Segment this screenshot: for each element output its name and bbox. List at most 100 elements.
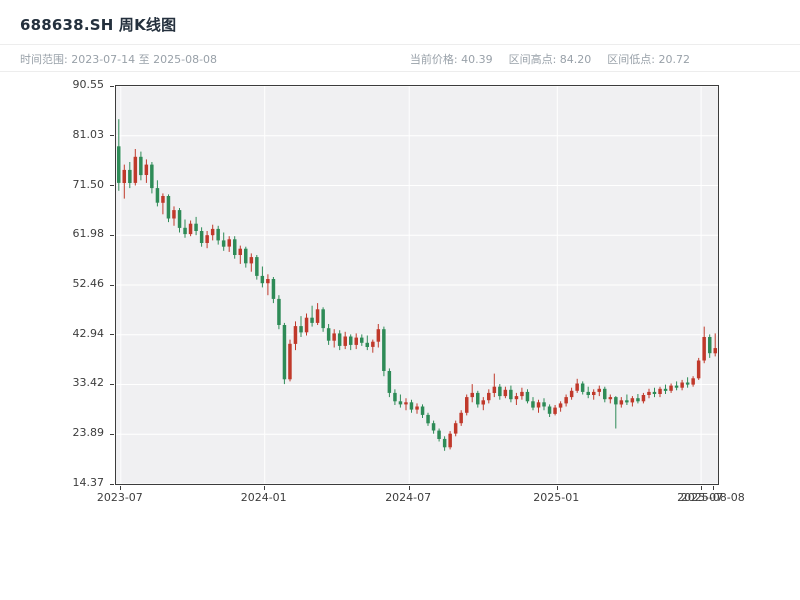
kline-canvas <box>116 86 718 484</box>
x-tick-label: 2024-07 <box>385 491 432 504</box>
y-axis: 90.55 81.03 71.50 61.98 52.46 42.94 33.42 23.89… <box>0 79 105 489</box>
y-tick-label: 52.46 <box>72 277 105 290</box>
candle-body <box>652 391 657 394</box>
candle-body <box>470 392 474 398</box>
candle-body <box>166 196 171 219</box>
candle-body <box>304 317 309 333</box>
candle-body <box>249 257 254 264</box>
y-tick-label: 71.50 <box>72 177 105 191</box>
candle-body <box>183 227 187 235</box>
candle-body <box>404 402 408 405</box>
y-tick-label: 33.42 <box>72 376 105 390</box>
candle-body <box>271 279 276 299</box>
candle-body <box>117 146 121 183</box>
candle-body <box>382 329 386 371</box>
candle-body <box>371 341 375 347</box>
candle-body <box>360 337 364 343</box>
y-tick-label: 81.03 <box>72 127 105 141</box>
x-tick-label: 2024-01 <box>240 491 287 504</box>
candle-body <box>459 412 463 424</box>
candle-body <box>227 239 231 247</box>
candle-body <box>194 223 198 231</box>
candle-body <box>641 395 646 402</box>
candle-body <box>691 378 695 385</box>
candle-body <box>603 388 607 400</box>
candle-body <box>188 223 193 235</box>
y-tick-label: 42.94 <box>72 326 105 340</box>
candle-body <box>696 360 701 379</box>
x-tick-mark <box>264 486 266 490</box>
y-tick-label: 14.37 <box>72 476 105 489</box>
candle-body <box>172 210 176 219</box>
candle-body <box>387 371 392 393</box>
subheader-divider <box>0 71 800 72</box>
candle-body <box>216 228 220 241</box>
y-tick-mark <box>110 284 114 286</box>
x-tick-label: 2025-08-08 <box>680 491 745 504</box>
candle-body <box>503 389 508 397</box>
candle-body <box>205 235 209 243</box>
candle-body <box>685 382 690 385</box>
candle-body <box>277 298 281 325</box>
candle-body <box>453 423 458 434</box>
y-tick-label: 23.89 <box>72 426 105 440</box>
header-divider <box>0 44 800 45</box>
y-tick-mark <box>110 433 114 435</box>
page-title: 688638.SH 周K线图 <box>20 16 177 34</box>
candle-body <box>238 248 242 255</box>
candle-body <box>150 164 154 189</box>
price-summary: 当前价格: 40.39 区间高点: 84.20 区间低点: 20.72 <box>410 51 690 67</box>
candle-body <box>310 317 314 323</box>
y-tick-mark <box>110 334 114 336</box>
candle-body <box>708 337 712 354</box>
candle-body <box>619 400 624 405</box>
candle-body <box>702 337 706 361</box>
candle-body <box>343 336 347 346</box>
range-high-label: 区间高点: 84.20 <box>508 53 592 66</box>
range-low-label: 区间低点: 20.72 <box>607 53 690 66</box>
candle-body <box>326 328 331 341</box>
candle-body <box>210 228 215 236</box>
candle-body <box>415 406 419 410</box>
candle-body <box>514 396 519 400</box>
candle-body <box>122 169 126 183</box>
candle-body <box>674 385 679 388</box>
candle-body <box>680 382 684 388</box>
candle-body <box>713 348 717 354</box>
time-range-label: 时间范围: 2023-07-14 至 2025-08-08 <box>20 53 218 66</box>
candle-body <box>354 337 358 345</box>
candle-body <box>575 383 579 391</box>
candle-body <box>315 309 320 323</box>
candle-body <box>558 403 563 408</box>
candle-body <box>431 423 436 431</box>
candle-body <box>625 400 629 403</box>
candle-body <box>349 336 353 345</box>
x-tick-mark <box>556 486 558 490</box>
candle-body <box>144 164 149 175</box>
candle-body <box>569 390 574 398</box>
candle-body <box>155 188 160 203</box>
candle-body <box>525 391 530 402</box>
candle-body <box>133 156 138 183</box>
y-tick-label: 61.98 <box>72 227 105 241</box>
candle-body <box>293 326 298 344</box>
candle-body <box>199 231 204 243</box>
candle-body <box>282 325 287 380</box>
candle-body <box>636 398 640 402</box>
x-tick-label: 2025-07 <box>677 491 724 504</box>
candle-body <box>492 386 497 393</box>
candle-body <box>476 392 480 405</box>
candle-body <box>260 275 265 284</box>
candle-body <box>139 156 143 176</box>
candle-body <box>465 397 469 413</box>
candle-body <box>221 240 226 247</box>
candle-body <box>542 402 546 407</box>
candle-body <box>244 248 248 264</box>
candle-body <box>233 239 237 255</box>
x-axis: 2023-07 2024-01 2024-07 2025-01 2025-07 2025-… <box>97 491 745 507</box>
candle-body <box>663 388 668 391</box>
candle-body <box>536 402 541 408</box>
x-tick-mark <box>700 486 702 490</box>
candle-body <box>288 343 292 380</box>
